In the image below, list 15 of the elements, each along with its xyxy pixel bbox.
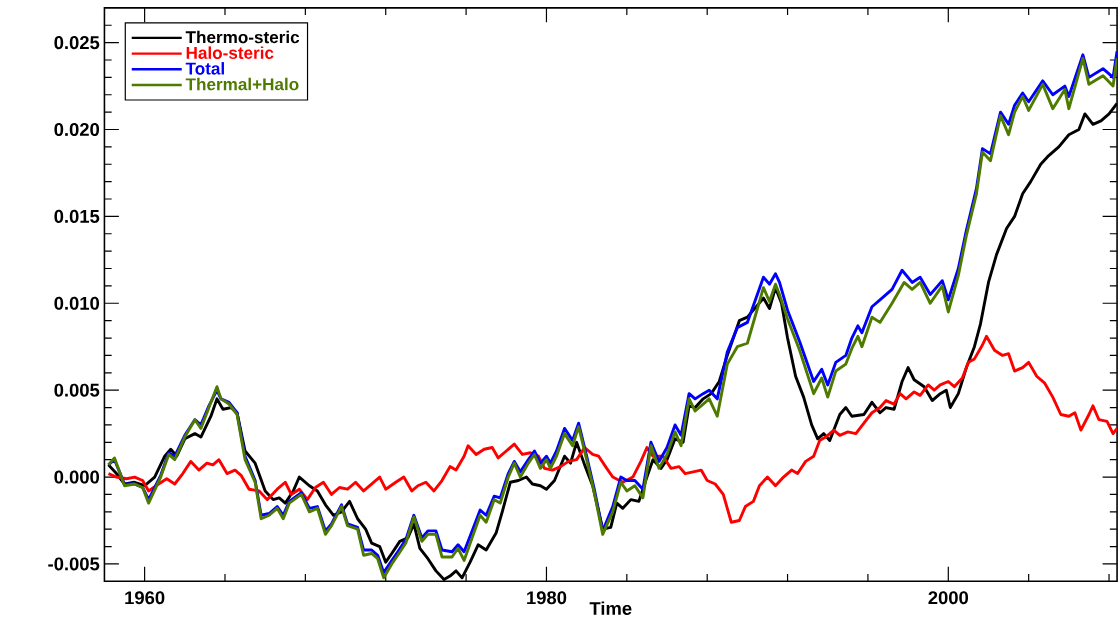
x-tick-label: 1960: [125, 591, 165, 605]
y-tick-label: -0.005: [48, 557, 100, 571]
y-tick-label: 0.015: [54, 210, 100, 224]
x-tick-label: 1980: [527, 591, 567, 605]
x-tick-label: 2000: [928, 591, 969, 605]
y-tick-label: 0.010: [54, 296, 100, 310]
legend-label: Total: [185, 62, 224, 75]
y-tick-label: 0.025: [54, 36, 100, 50]
y-tick-label: 0.005: [54, 383, 100, 397]
y-tick-label: 0.020: [54, 123, 100, 137]
legend-label: Thermo-steric: [185, 30, 300, 44]
legend-label: Thermal+Halo: [185, 77, 299, 91]
legend-label: Halo-steric: [186, 46, 274, 60]
x-axis-title: Time: [589, 601, 632, 616]
y-tick-label: 0.000: [54, 470, 100, 484]
